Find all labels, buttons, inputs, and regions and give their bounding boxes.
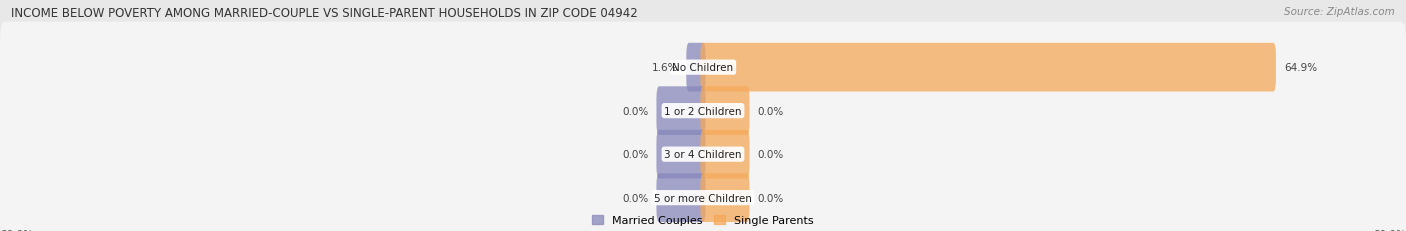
FancyBboxPatch shape <box>0 152 1406 231</box>
FancyBboxPatch shape <box>0 23 1406 113</box>
Text: 0.0%: 0.0% <box>758 106 783 116</box>
Legend: Married Couples, Single Parents: Married Couples, Single Parents <box>592 215 814 225</box>
FancyBboxPatch shape <box>700 44 1277 92</box>
Text: 0.0%: 0.0% <box>623 193 648 203</box>
Text: 0.0%: 0.0% <box>623 106 648 116</box>
Text: 0.0%: 0.0% <box>758 149 783 159</box>
Text: Source: ZipAtlas.com: Source: ZipAtlas.com <box>1284 7 1395 17</box>
Text: 1.6%: 1.6% <box>652 63 678 73</box>
Text: 0.0%: 0.0% <box>623 149 648 159</box>
FancyBboxPatch shape <box>700 130 749 179</box>
Text: INCOME BELOW POVERTY AMONG MARRIED-COUPLE VS SINGLE-PARENT HOUSEHOLDS IN ZIP COD: INCOME BELOW POVERTY AMONG MARRIED-COUPL… <box>11 7 638 20</box>
FancyBboxPatch shape <box>700 87 749 135</box>
Text: 80.0%: 80.0% <box>0 229 32 231</box>
FancyBboxPatch shape <box>0 109 1406 200</box>
FancyBboxPatch shape <box>700 173 749 222</box>
Text: 5 or more Children: 5 or more Children <box>654 193 752 203</box>
FancyBboxPatch shape <box>686 44 706 92</box>
Text: 80.0%: 80.0% <box>1374 229 1406 231</box>
FancyBboxPatch shape <box>657 173 706 222</box>
FancyBboxPatch shape <box>657 130 706 179</box>
FancyBboxPatch shape <box>0 66 1406 156</box>
FancyBboxPatch shape <box>657 87 706 135</box>
Text: 1 or 2 Children: 1 or 2 Children <box>664 106 742 116</box>
Text: No Children: No Children <box>672 63 734 73</box>
Text: 64.9%: 64.9% <box>1284 63 1317 73</box>
Text: 3 or 4 Children: 3 or 4 Children <box>664 149 742 159</box>
Text: 0.0%: 0.0% <box>758 193 783 203</box>
